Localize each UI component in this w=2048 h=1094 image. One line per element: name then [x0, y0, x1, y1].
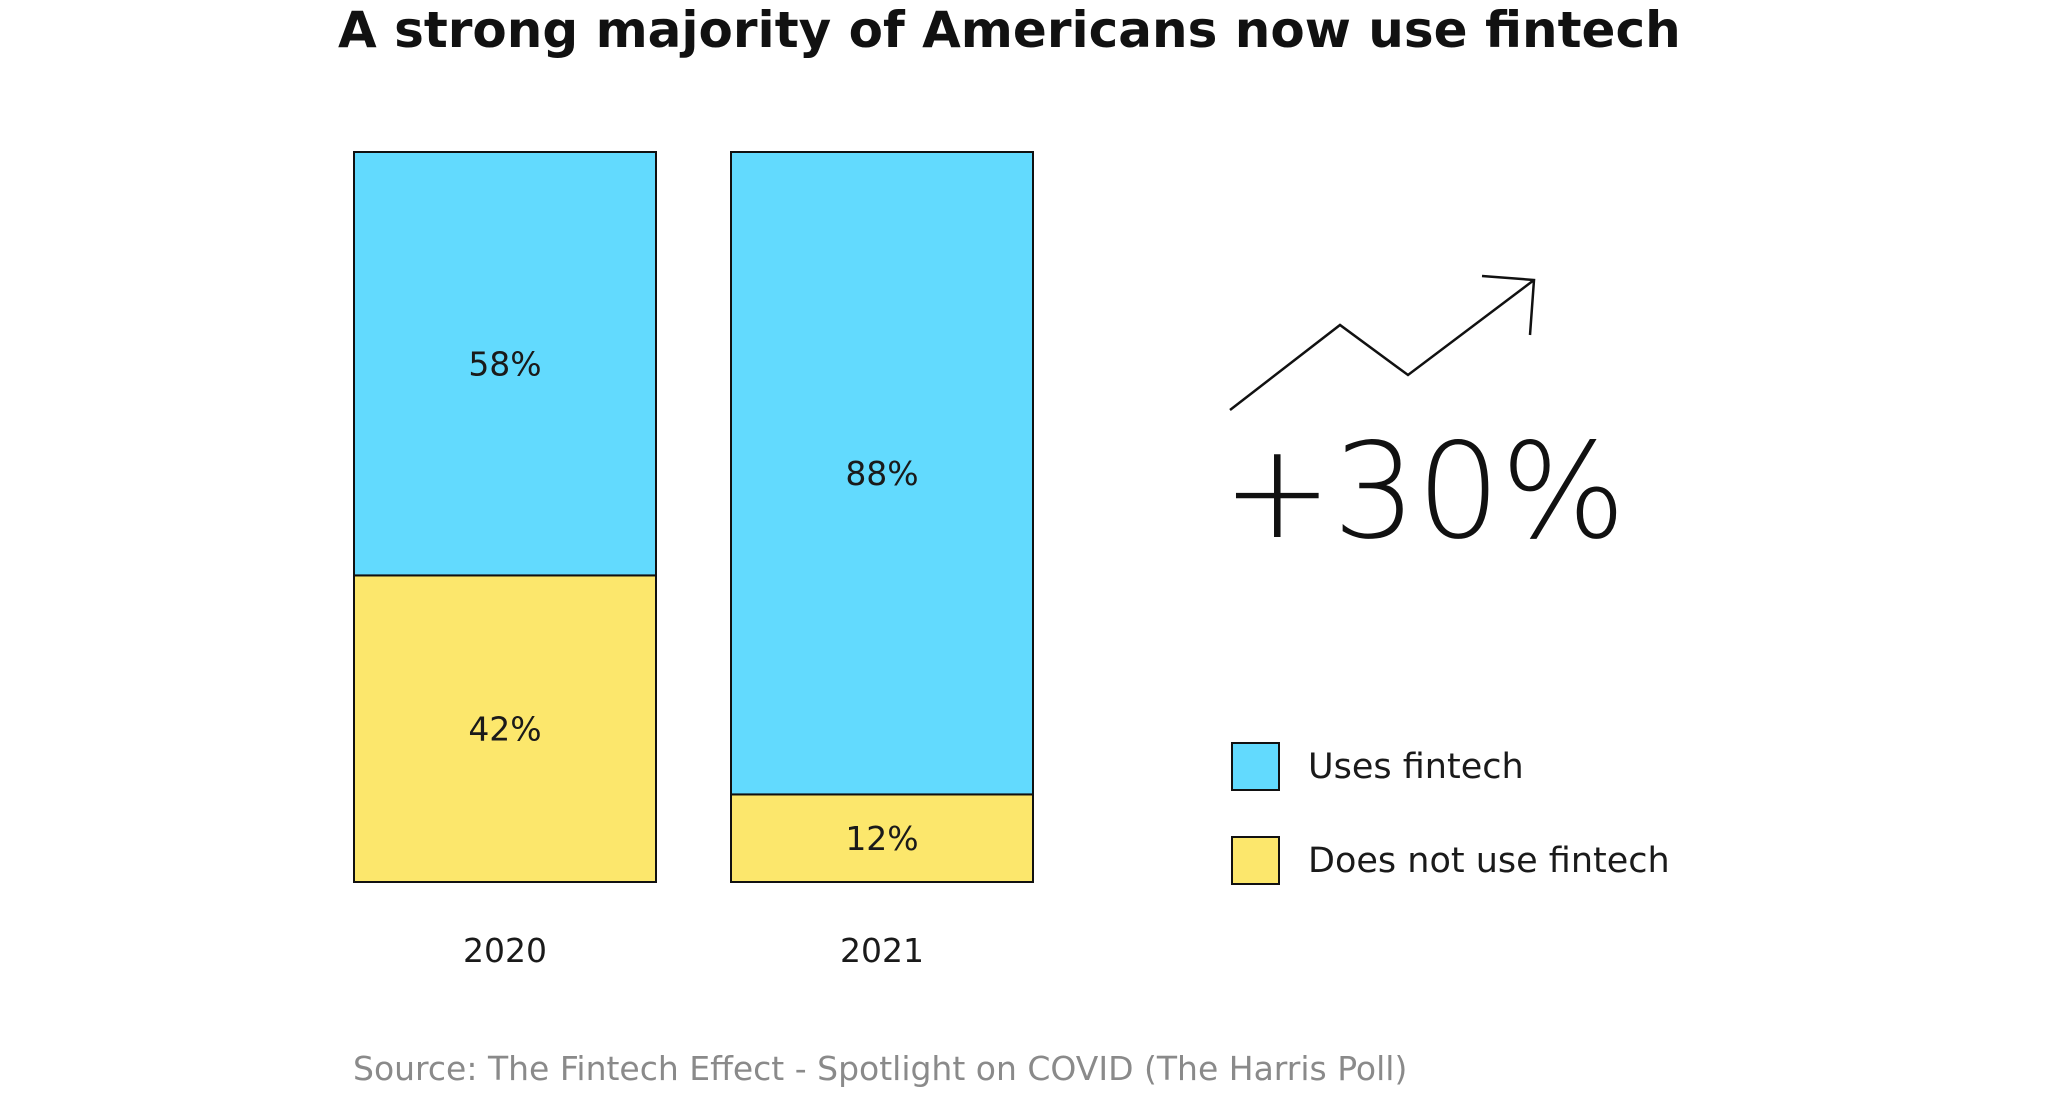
bars [353, 151, 1034, 884]
data-label-2021-does-not-use: 12% [845, 819, 918, 858]
chart-title: A strong majority of Americans now use f… [338, 1, 1681, 59]
data-label-2020-does-not-use: 42% [468, 710, 541, 749]
bar-segment-2020-uses [353, 151, 657, 577]
legend-label-uses: Uses fintech [1308, 747, 1524, 787]
bar-segment-2021-uses [730, 151, 1034, 796]
x-tick-labels: 2020 2021 [463, 931, 924, 970]
source-note: Source: The Fintech Effect - Spotlight o… [353, 1049, 1407, 1088]
legend-swatch-does-not-use [1231, 836, 1280, 885]
legend-label-does-not-use: Does not use fintech [1308, 841, 1670, 881]
x-tick-label-2021: 2021 [840, 931, 924, 970]
change-annotation: +30% [1222, 415, 1626, 569]
x-tick-label-2020: 2020 [463, 931, 547, 970]
legend-swatch-uses [1231, 742, 1280, 791]
trending-up-arrow-icon [1229, 274, 1536, 411]
data-label-2021-uses: 88% [845, 454, 918, 493]
data-label-2020-uses: 58% [468, 345, 541, 384]
bar-segment-2020-does-not-use [353, 574, 657, 884]
legend: Uses fintech Does not use fintech [1231, 742, 1670, 885]
bar-labels: 42% 58% 12% 88% [468, 345, 918, 859]
